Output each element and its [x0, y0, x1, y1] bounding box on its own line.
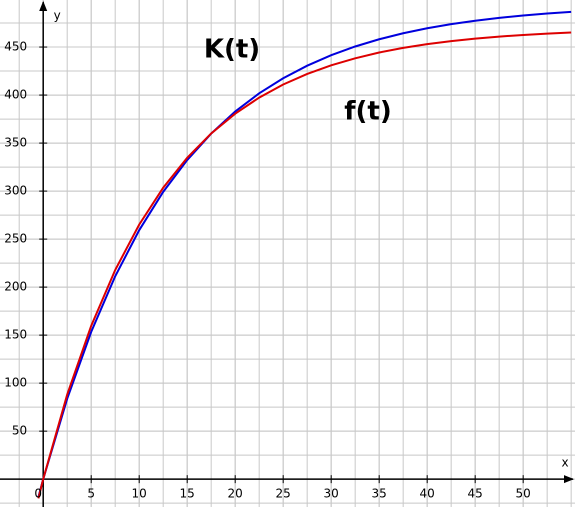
y-tick-label: 450 — [4, 40, 27, 54]
y-axis-label: y — [54, 9, 61, 23]
curve — [37, 31, 572, 499]
x-tick-label: 5 — [87, 487, 95, 501]
x-tick-label: 30 — [324, 487, 339, 501]
y-tick-label: 100 — [4, 376, 27, 390]
y-tick-label: 300 — [4, 184, 27, 198]
x-tick-label: 50 — [516, 487, 531, 501]
series-label: K(t) — [204, 35, 260, 65]
x-tick-label: 45 — [468, 487, 483, 501]
x-tick-label: 35 — [372, 487, 387, 501]
curve — [37, 10, 572, 498]
x-tick-label: 10 — [132, 487, 147, 501]
y-tick-label: 350 — [4, 136, 27, 150]
x-tick-label: 15 — [180, 487, 195, 501]
x-tick-label: 20 — [228, 487, 243, 501]
series-label: f(t) — [344, 97, 392, 127]
x-tick-label: 25 — [276, 487, 291, 501]
y-tick-label: 400 — [4, 88, 27, 102]
y-tick-label: 250 — [4, 232, 27, 246]
y-axis-arrow — [39, 1, 48, 11]
y-tick-label: 200 — [4, 280, 27, 294]
x-axis-arrow — [564, 475, 574, 484]
y-tick-label: 150 — [4, 328, 27, 342]
y-tick-label: 50 — [12, 424, 27, 438]
x-tick-label: 40 — [420, 487, 435, 501]
x-tick-label: 0 — [34, 487, 42, 501]
x-axis-label: x — [561, 456, 568, 470]
